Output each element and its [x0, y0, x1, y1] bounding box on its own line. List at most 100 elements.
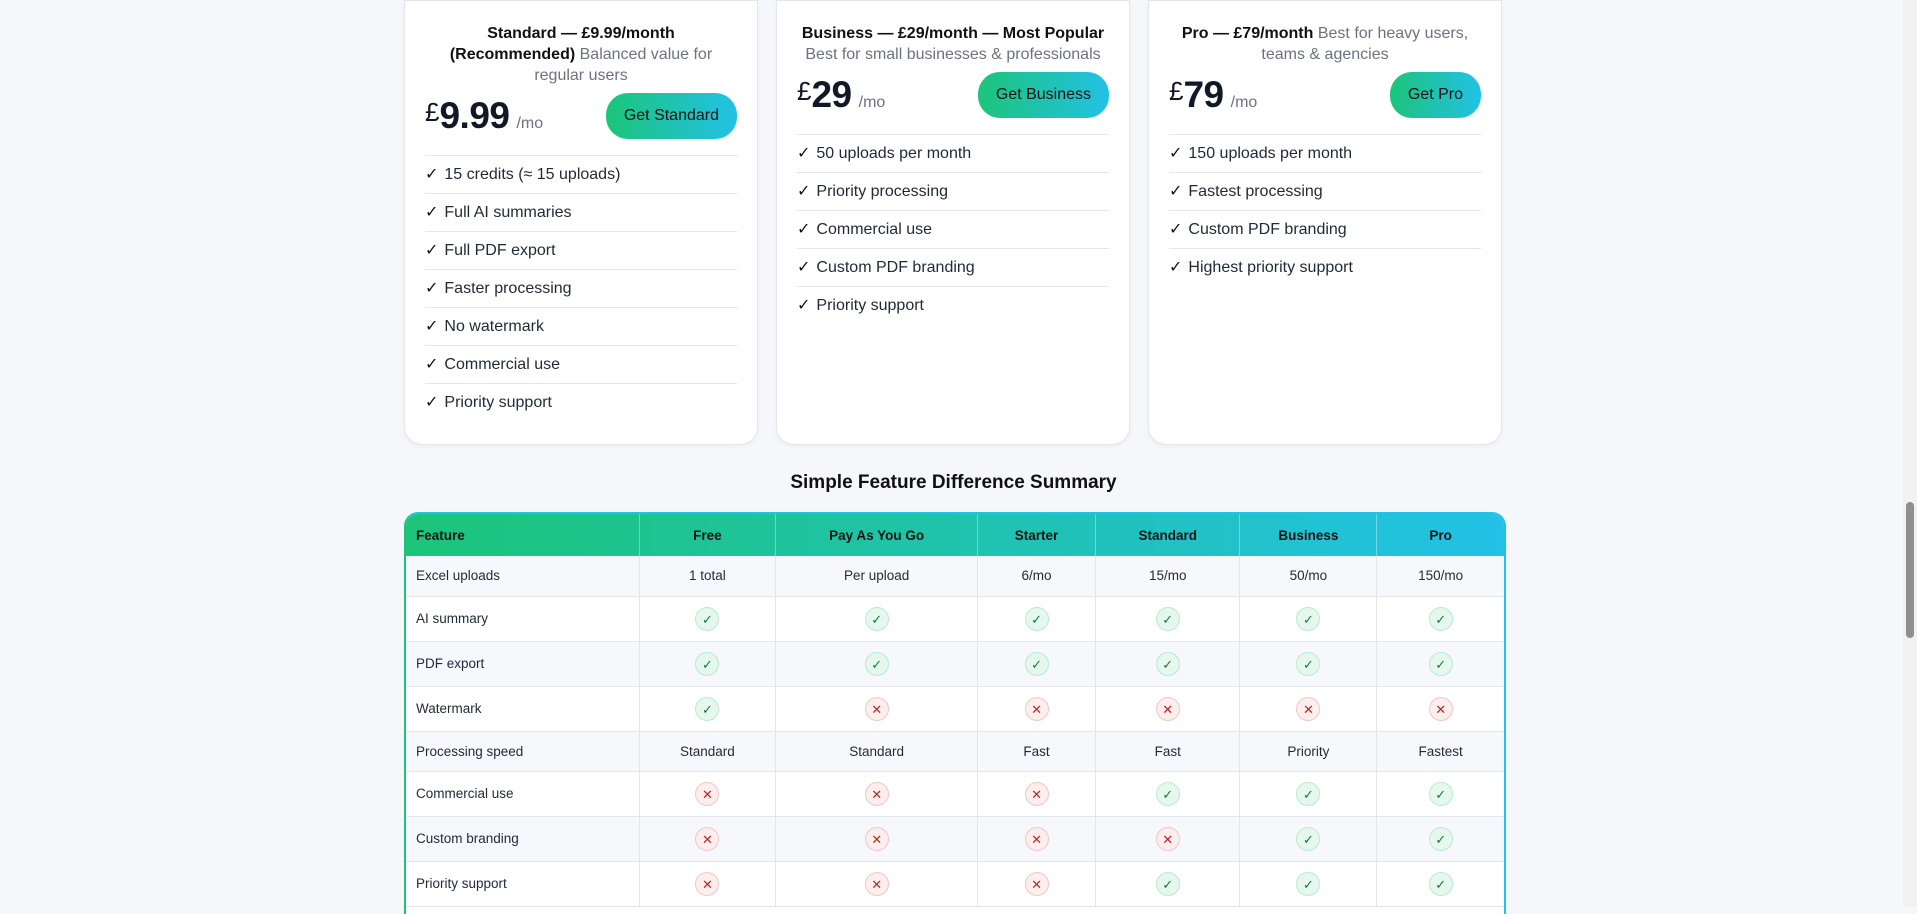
table-cell: ✓: [1095, 861, 1241, 907]
feature-item: ✓ Faster processing: [425, 270, 737, 308]
plan-name: Business — £29/month — Most Popular: [801, 25, 1105, 42]
feature-item: ✓ Fastest processing: [1169, 173, 1481, 211]
table-cell: ✕: [1376, 686, 1504, 732]
row-label: Priority support: [406, 861, 640, 907]
feature-text: Highest priority support: [1188, 259, 1353, 276]
feature-item: ✓ Full AI summaries: [425, 194, 737, 232]
table-row: Commercial use ✕ ✕ ✕ ✓ ✓ ✓: [406, 771, 1504, 817]
table-body: Excel uploads 1 total Per upload 6/mo 15/mo 5…: [406, 556, 1504, 907]
check-icon: ✓: [1169, 221, 1183, 238]
feature-text: No watermark: [444, 318, 544, 335]
feature-list: ✓ 15 credits (≈ 15 uploads) ✓ Full AI summa…: [425, 155, 737, 421]
check-icon: ✓: [1155, 651, 1180, 676]
cross-icon: ✕: [1155, 696, 1180, 721]
cross-icon: ✕: [864, 696, 889, 721]
cross-icon: ✕: [1155, 826, 1180, 851]
check-icon: ✓: [695, 651, 720, 676]
check-icon: ✓: [1428, 606, 1453, 631]
row-label: Processing speed: [406, 731, 640, 772]
table-cell: ✓: [977, 596, 1097, 642]
check-icon: ✓: [1296, 826, 1321, 851]
plan-name: Standard — £9.99/month (Recommended): [449, 25, 675, 63]
row-label: AI summary: [406, 596, 640, 642]
feature-item: ✓ 15 credits (≈ 15 uploads): [425, 156, 737, 194]
feature-text: Fastest processing: [1188, 183, 1323, 200]
check-icon: ✓: [1296, 871, 1321, 896]
feature-text: Commercial use: [816, 221, 932, 238]
table-cell: ✓: [1095, 596, 1241, 642]
table-cell: ✓: [977, 641, 1097, 687]
column-header: Pro: [1429, 527, 1452, 543]
feature-item: ✓ Priority support: [425, 384, 737, 421]
column-header: Pay As You Go: [775, 514, 979, 556]
table-cell: Standard: [639, 731, 777, 772]
price-amount: 9.99: [439, 95, 510, 136]
feature-text: Custom PDF branding: [1188, 221, 1347, 238]
table-header-row: Feature Free Pay As You Go Starter Standard B…: [406, 514, 1504, 556]
column-header: Starter: [977, 514, 1097, 556]
table-cell: 150/mo: [1376, 556, 1504, 597]
feature-text: 50 uploads per month: [816, 145, 972, 162]
cross-icon: ✕: [864, 871, 889, 896]
feature-text: 15 credits (≈ 15 uploads): [444, 166, 621, 183]
table-cell: ✓: [1239, 641, 1378, 687]
table-row: Custom branding ✕ ✕ ✕ ✕ ✓ ✓: [406, 816, 1504, 862]
table-cell: ✓: [1376, 596, 1504, 642]
feature-text: Full PDF export: [444, 242, 556, 259]
price-period: /mo: [858, 94, 886, 111]
feature-item: ✓ Priority support: [797, 287, 1109, 324]
column-header: Standard: [1095, 514, 1241, 556]
feature-item: ✓ 150 uploads per month: [1169, 135, 1481, 173]
row-label: Custom branding: [406, 816, 640, 862]
table-cell: ✕: [775, 771, 979, 817]
cross-icon: ✕: [864, 781, 889, 806]
check-icon: ✓: [1155, 871, 1180, 896]
table-cell: ✕: [639, 771, 777, 817]
table-cell: ✓: [1239, 596, 1378, 642]
cross-icon: ✕: [1428, 696, 1453, 721]
check-icon: ✓: [1428, 781, 1453, 806]
table-cell: ✓: [1095, 641, 1241, 687]
price-row: £ 79 /mo Get Pro: [1169, 66, 1481, 124]
feature-item: ✓ Custom PDF branding: [797, 249, 1109, 287]
price-amount: 79: [1183, 74, 1224, 115]
feature-text: Priority processing: [816, 183, 949, 200]
get-business-button[interactable]: Get Business: [977, 72, 1109, 118]
row-label: Excel uploads: [406, 556, 640, 597]
check-icon: ✓: [695, 606, 720, 631]
row-label: Commercial use: [406, 771, 640, 817]
feature-list: ✓ 150 uploads per month ✓ Fastest processin…: [1169, 134, 1481, 286]
check-icon: ✓: [425, 166, 439, 183]
check-icon: ✓: [864, 651, 889, 676]
check-icon: ✓: [797, 297, 811, 314]
check-icon: ✓: [797, 221, 811, 238]
price-row: £ 9.99 /mo Get Standard: [425, 87, 737, 145]
cross-icon: ✕: [1296, 696, 1321, 721]
get-pro-button[interactable]: Get Pro: [1389, 72, 1481, 118]
column-header: Business: [1239, 514, 1378, 556]
column-header: Feature: [406, 514, 640, 556]
get-standard-button[interactable]: Get Standard: [605, 93, 737, 139]
table-row: Watermark ✓ ✕ ✕ ✕ ✕ ✕: [406, 686, 1504, 732]
page-scrollbar[interactable]: [1903, 0, 1917, 906]
table-cell: ✕: [977, 861, 1097, 907]
check-icon: ✓: [425, 318, 439, 335]
table-row: PDF export ✓ ✓ ✓ ✓ ✓ ✓: [406, 641, 1504, 687]
table-row: Excel uploads 1 total Per upload 6/mo 15/mo 5…: [406, 556, 1504, 597]
check-icon: ✓: [1169, 259, 1183, 276]
table-cell: ✓: [775, 596, 979, 642]
price-currency: £: [425, 97, 440, 127]
table-cell: ✓: [1376, 861, 1504, 907]
scrollbar-thumb[interactable]: [1906, 502, 1914, 638]
check-icon: ✓: [1296, 781, 1321, 806]
table-cell: ✓: [639, 641, 777, 687]
plan-card-standard: Standard — £9.99/month (Recommended) Bal…: [404, 0, 758, 445]
row-label: PDF export: [406, 641, 640, 687]
check-icon: ✓: [425, 204, 439, 221]
table-cell: ✓: [1239, 861, 1378, 907]
table-cell: ✓: [1239, 771, 1378, 817]
check-icon: ✓: [1428, 871, 1453, 896]
feature-item: ✓ Commercial use: [425, 346, 737, 384]
table-cell: ✓: [1239, 816, 1378, 862]
cross-icon: ✕: [695, 826, 720, 851]
